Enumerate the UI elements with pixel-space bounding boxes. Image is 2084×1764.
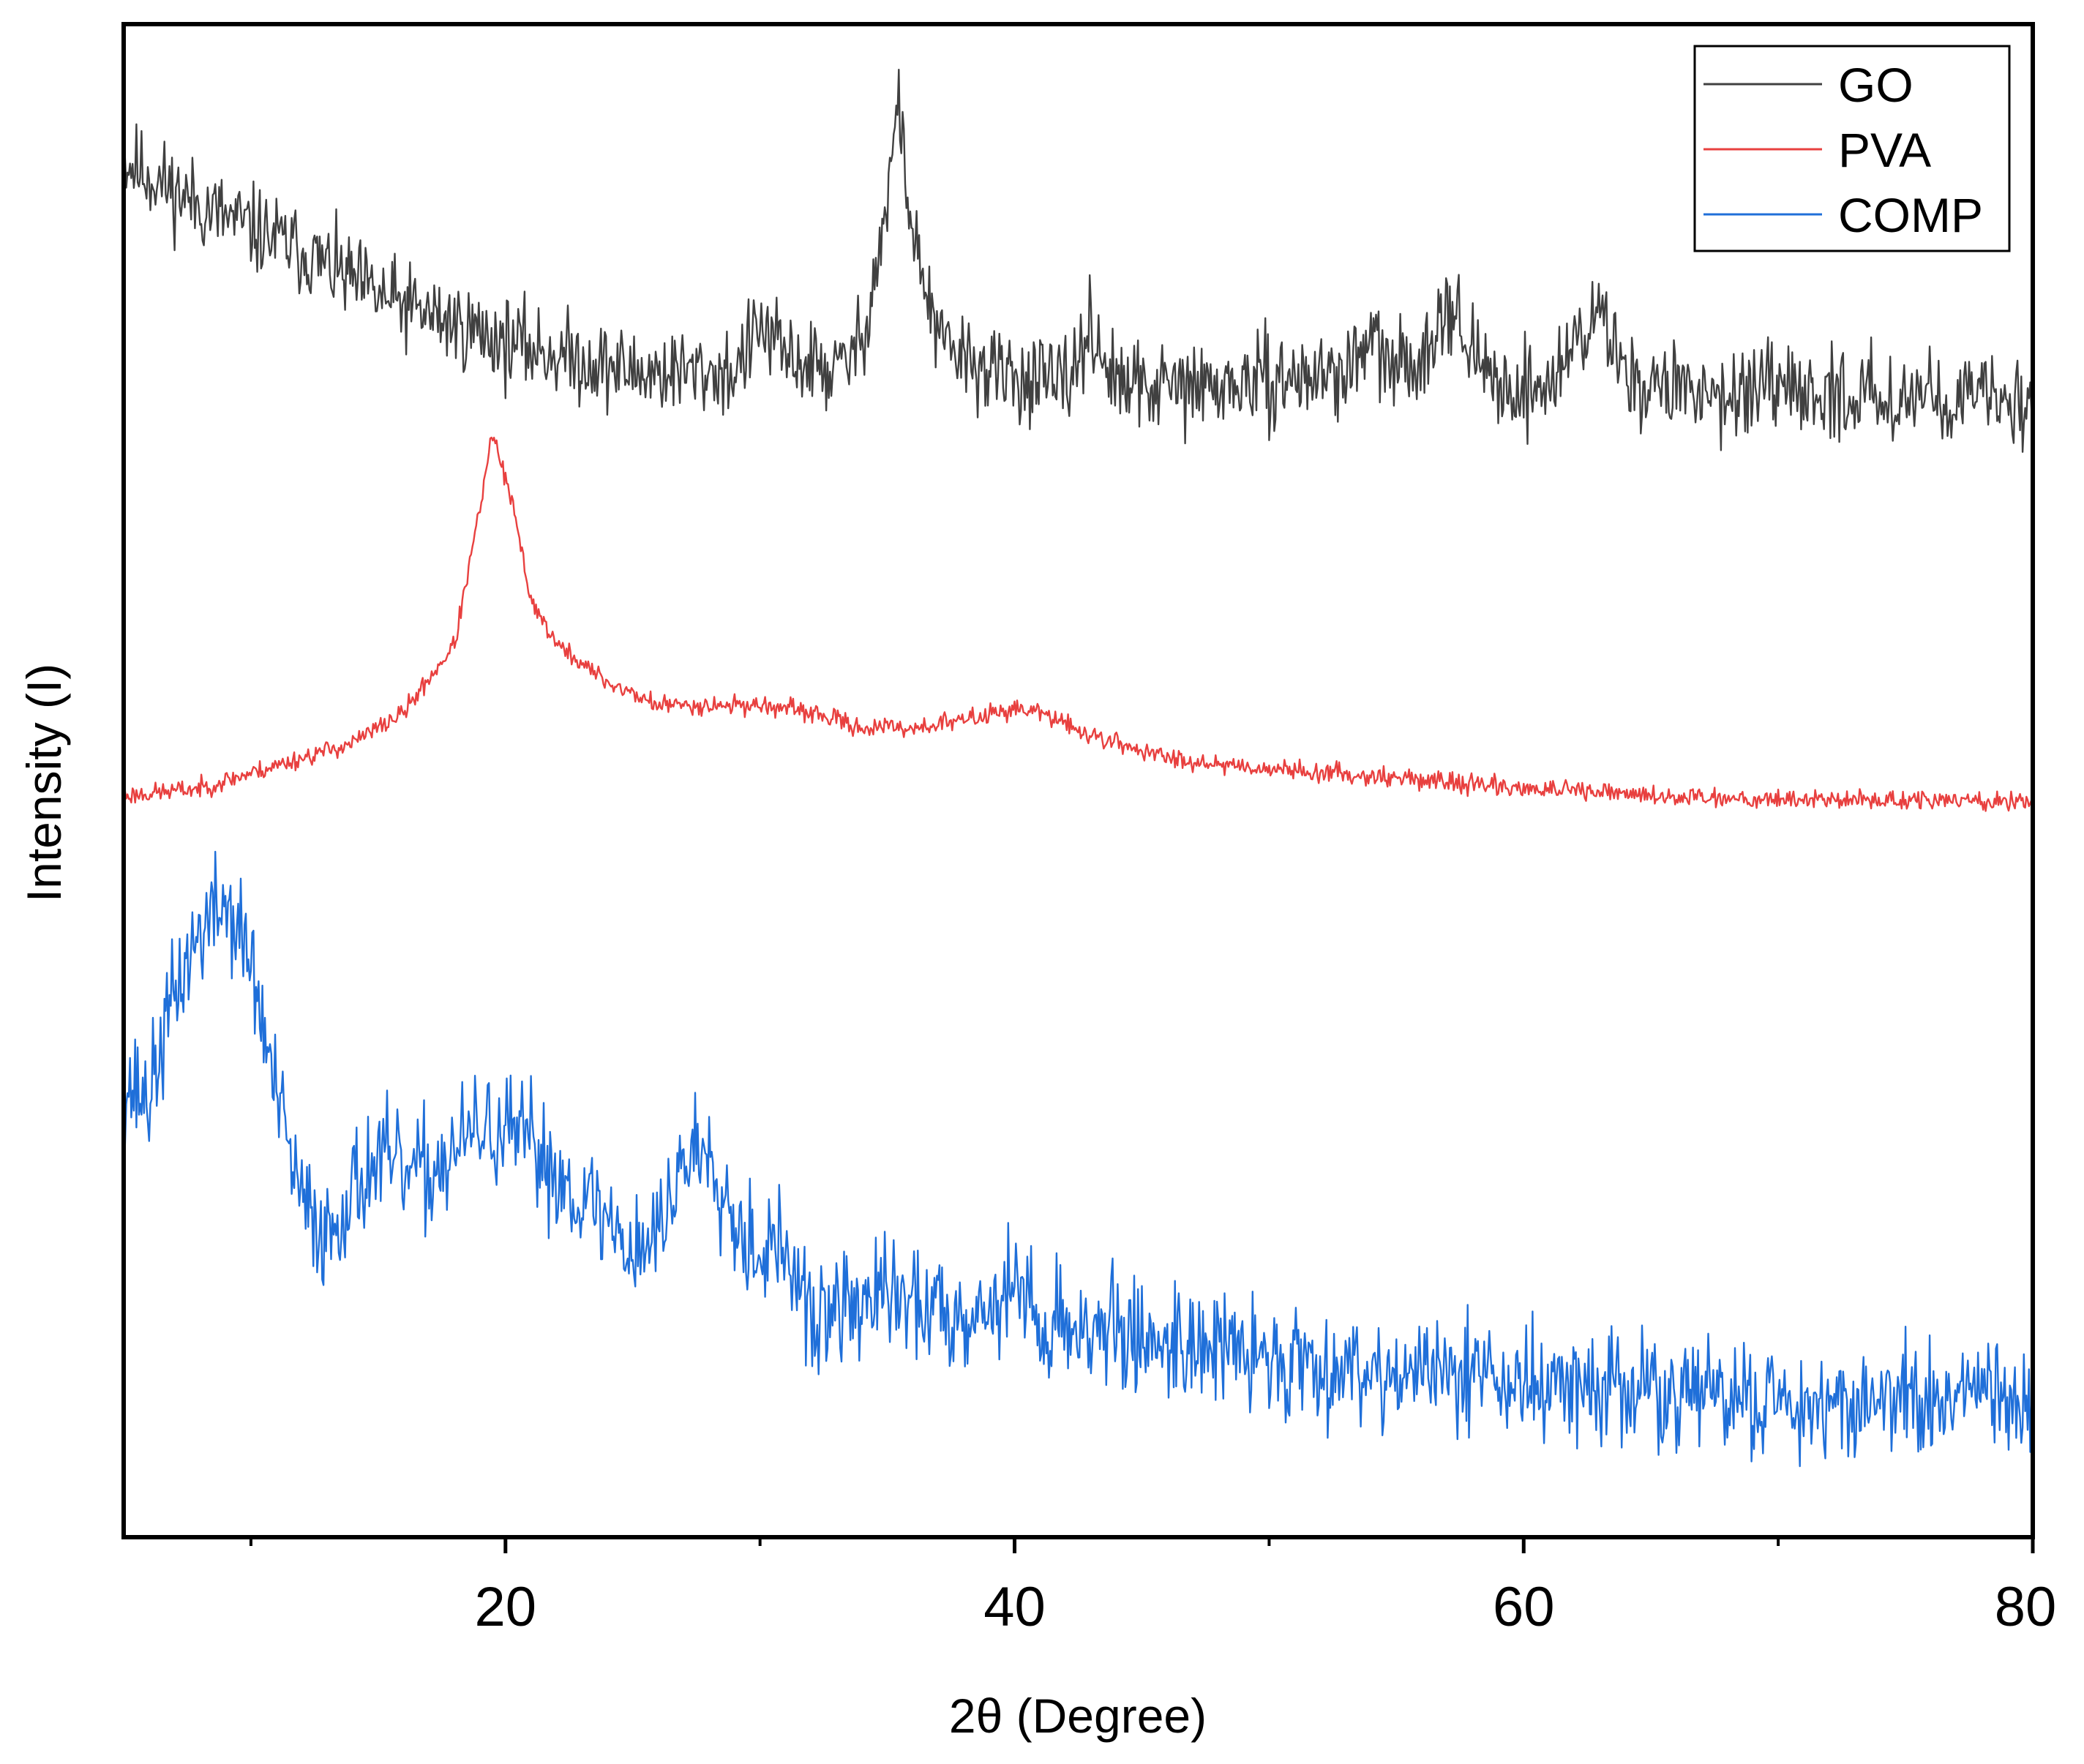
legend-label-go: GO — [1838, 58, 1914, 112]
x-axis-label: 2θ (Degree) — [949, 1689, 1207, 1743]
y-axis-label: Intensity (I) — [17, 664, 71, 902]
x-tick-label-60: 60 — [1493, 1576, 1555, 1638]
plot-frame — [121, 22, 2035, 1539]
series-line-go — [122, 69, 2034, 453]
legend: GO PVA COMP — [1693, 45, 2011, 252]
series-line-pva — [122, 436, 2034, 812]
x-tick-label-80: 80 — [1995, 1576, 2057, 1638]
series-layer — [122, 69, 2034, 1468]
x-axis-ticks: 20 40 60 80 — [249, 1537, 2057, 1638]
series-line-comp — [122, 850, 2034, 1468]
legend-label-pva: PVA — [1838, 123, 1931, 177]
x-tick-label-20: 20 — [475, 1576, 537, 1638]
x-tick-label-40: 40 — [983, 1576, 1046, 1638]
legend-label-comp: COMP — [1838, 188, 1983, 242]
legend-box — [1693, 45, 2011, 252]
